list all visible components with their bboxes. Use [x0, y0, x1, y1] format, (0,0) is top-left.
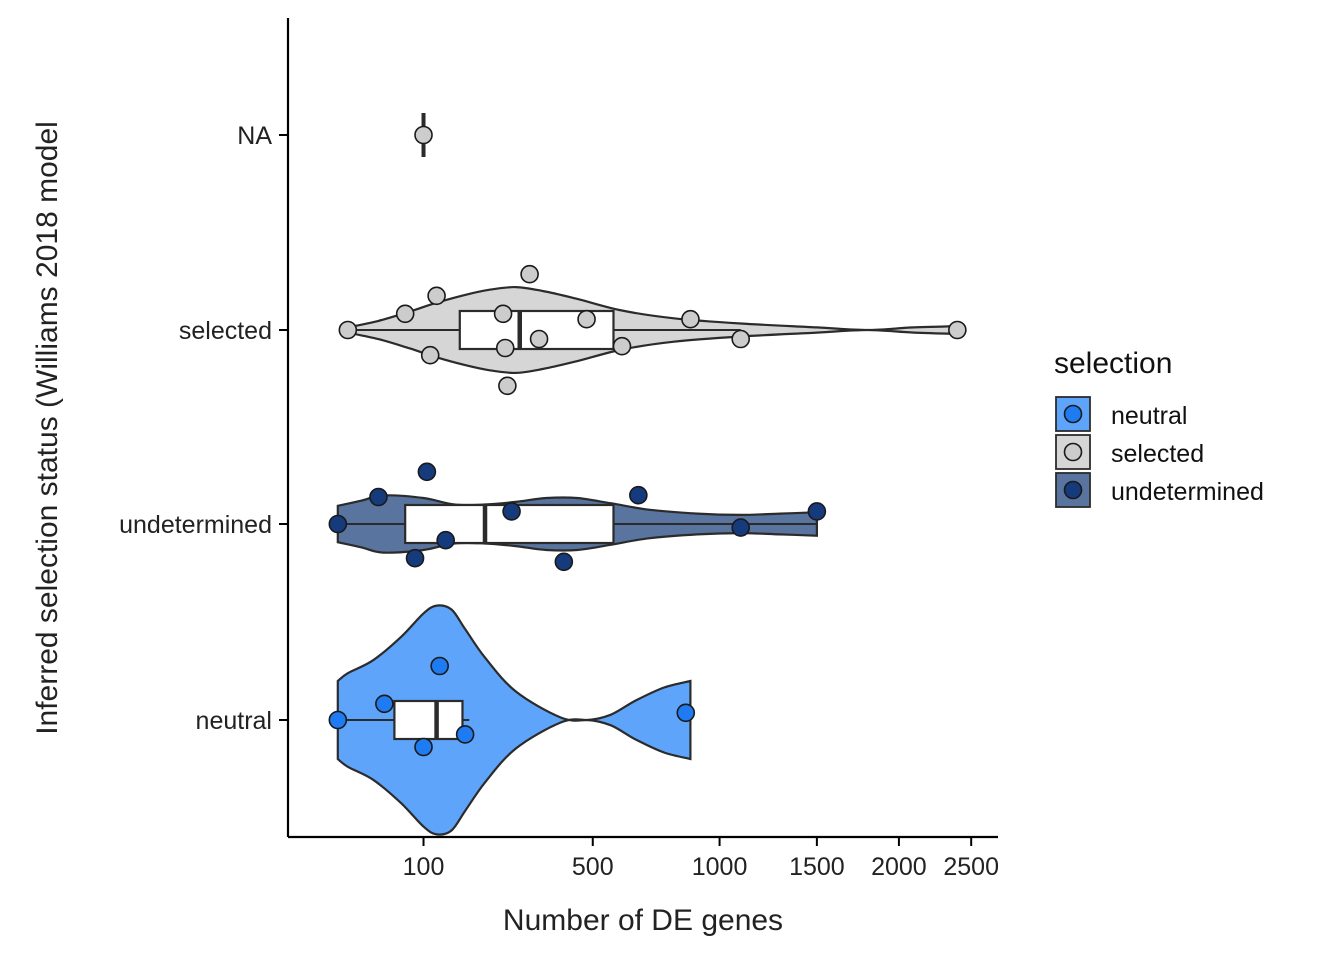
x-tick-label: 1000 — [692, 853, 748, 881]
data-point — [520, 264, 539, 284]
y-tick-label: undetermined — [119, 511, 272, 539]
data-point — [629, 485, 648, 505]
box-neutral — [393, 699, 464, 741]
data-point — [731, 518, 751, 537]
series-selected — [338, 264, 967, 396]
y-axis-title: Inferred selection status (Williams 2018… — [31, 121, 64, 735]
data-point — [328, 710, 348, 730]
legend-label-selected: selected — [1111, 440, 1204, 468]
data-point — [417, 462, 437, 482]
data-point — [529, 329, 549, 349]
legend-key-point — [1063, 480, 1083, 500]
legend-label-neutral: neutral — [1111, 402, 1187, 430]
legend: selection neutral selected undetermined — [1054, 347, 1264, 508]
data-point — [414, 125, 433, 145]
data-point — [328, 514, 348, 534]
x-tick-label: 2000 — [871, 853, 927, 881]
violin-neutral — [336, 604, 692, 836]
data-point — [554, 552, 574, 572]
data-point — [455, 725, 475, 744]
data-point — [414, 737, 433, 757]
data-point — [807, 502, 827, 521]
data-point — [731, 329, 751, 349]
series-NA — [414, 113, 433, 157]
series-undetermined — [328, 462, 827, 572]
data-point — [676, 703, 696, 723]
data-point — [612, 336, 632, 356]
data-point — [369, 487, 388, 507]
data-point — [427, 286, 446, 306]
data-point — [495, 338, 515, 358]
data-point — [375, 694, 394, 714]
plot-area — [328, 113, 967, 836]
legend-title: selection — [1054, 347, 1172, 380]
data-point — [420, 345, 440, 365]
data-point — [405, 548, 425, 568]
x-tick-label: 1500 — [789, 853, 845, 881]
data-point — [948, 320, 967, 340]
series-neutral — [328, 604, 696, 836]
axes: 100 500 1000 1500 2000 2500 neutral undetermine… — [119, 18, 999, 881]
data-point — [338, 320, 358, 340]
data-point — [681, 309, 700, 329]
data-point — [430, 656, 449, 676]
data-point — [577, 309, 596, 329]
legend-key-selected — [1055, 434, 1091, 470]
y-tick-label: selected — [179, 317, 272, 345]
legend-key-point — [1063, 442, 1083, 462]
y-tick-label: neutral — [196, 707, 272, 735]
x-tick-label: 2500 — [943, 853, 999, 881]
x-axis-title: Number of DE genes — [503, 904, 783, 937]
data-point — [502, 502, 521, 521]
legend-label-undetermined: undetermined — [1111, 478, 1264, 506]
data-point — [493, 304, 513, 324]
legend-key-point — [1063, 404, 1083, 424]
x-tick-label: 100 — [403, 853, 445, 881]
data-point — [498, 376, 517, 396]
y-tick-label: NA — [237, 122, 272, 150]
data-point — [395, 304, 415, 324]
x-tick-label: 500 — [572, 853, 614, 881]
data-point — [436, 530, 455, 550]
